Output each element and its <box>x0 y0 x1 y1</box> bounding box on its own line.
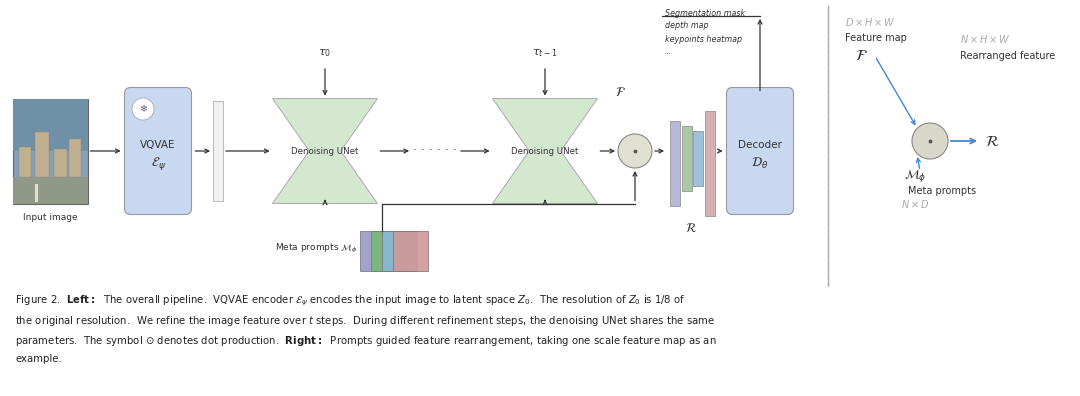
Text: Decoder: Decoder <box>738 140 782 150</box>
FancyBboxPatch shape <box>681 126 691 191</box>
Text: depth map: depth map <box>665 21 708 30</box>
Text: Feature map: Feature map <box>845 33 907 43</box>
Text: ❄: ❄ <box>139 104 147 114</box>
FancyBboxPatch shape <box>35 183 38 202</box>
Text: VQVAE: VQVAE <box>140 140 176 150</box>
Text: Figure 2.  $\mathbf{Left:}$  The overall pipeline.  VQVAE encoder $\mathcal{E}_\: Figure 2. $\mathbf{Left:}$ The overall p… <box>15 294 686 308</box>
FancyBboxPatch shape <box>13 99 87 151</box>
Text: $\mathcal{R}$: $\mathcal{R}$ <box>685 223 697 236</box>
Text: example.: example. <box>15 354 62 364</box>
FancyBboxPatch shape <box>69 139 81 177</box>
FancyBboxPatch shape <box>213 101 222 201</box>
Text: the original resolution.  We refine the image feature over $t$ steps.  During di: the original resolution. We refine the i… <box>15 314 715 328</box>
Text: $D \times H \times W$: $D \times H \times W$ <box>845 16 895 28</box>
FancyBboxPatch shape <box>727 88 794 215</box>
FancyBboxPatch shape <box>382 231 417 271</box>
Text: $\tau_{t-1}$: $\tau_{t-1}$ <box>532 47 557 59</box>
Text: $\mathcal{F}$: $\mathcal{F}$ <box>855 48 868 63</box>
Text: · · · · · ·: · · · · · · <box>413 145 457 158</box>
FancyBboxPatch shape <box>360 231 395 271</box>
Text: keypoints heatmap: keypoints heatmap <box>665 34 742 44</box>
Text: Meta prompts $\mathcal{M}_\phi$: Meta prompts $\mathcal{M}_\phi$ <box>274 242 357 255</box>
Polygon shape <box>492 99 597 204</box>
FancyBboxPatch shape <box>372 231 406 271</box>
Circle shape <box>132 98 154 120</box>
Text: Segmentation mask: Segmentation mask <box>665 8 745 17</box>
FancyBboxPatch shape <box>13 99 87 204</box>
Text: $\mathcal{F}$: $\mathcal{F}$ <box>615 86 625 99</box>
Circle shape <box>912 123 948 159</box>
Text: Denoising UNet: Denoising UNet <box>511 147 579 156</box>
Text: $\mathcal{D}_\theta$: $\mathcal{D}_\theta$ <box>752 156 769 171</box>
Text: $N \times D$: $N \times D$ <box>901 198 929 210</box>
FancyBboxPatch shape <box>19 147 31 177</box>
Circle shape <box>618 134 652 168</box>
FancyBboxPatch shape <box>54 149 67 177</box>
FancyBboxPatch shape <box>13 177 87 204</box>
FancyBboxPatch shape <box>35 132 49 177</box>
Text: Rearranged feature: Rearranged feature <box>960 51 1055 61</box>
FancyBboxPatch shape <box>693 131 703 186</box>
Text: ...: ... <box>665 48 673 57</box>
Text: Meta prompts: Meta prompts <box>908 186 976 196</box>
Polygon shape <box>272 99 378 204</box>
FancyBboxPatch shape <box>124 88 191 215</box>
Text: Input image: Input image <box>23 213 78 223</box>
FancyBboxPatch shape <box>670 121 680 206</box>
FancyBboxPatch shape <box>393 231 428 271</box>
Text: $\tau_0$: $\tau_0$ <box>319 47 332 59</box>
Text: $\mathcal{M}_\phi$: $\mathcal{M}_\phi$ <box>904 168 926 185</box>
Text: $N \times H \times W$: $N \times H \times W$ <box>960 33 1011 45</box>
Text: $\mathcal{E}_\psi$: $\mathcal{E}_\psi$ <box>150 154 165 171</box>
FancyBboxPatch shape <box>704 111 715 216</box>
Text: Denoising UNet: Denoising UNet <box>292 147 359 156</box>
Text: $\mathcal{R}$: $\mathcal{R}$ <box>985 133 999 148</box>
Text: parameters.  The symbol $\odot$ denotes dot production.  $\mathbf{Right:}$  Prom: parameters. The symbol $\odot$ denotes d… <box>15 334 717 348</box>
